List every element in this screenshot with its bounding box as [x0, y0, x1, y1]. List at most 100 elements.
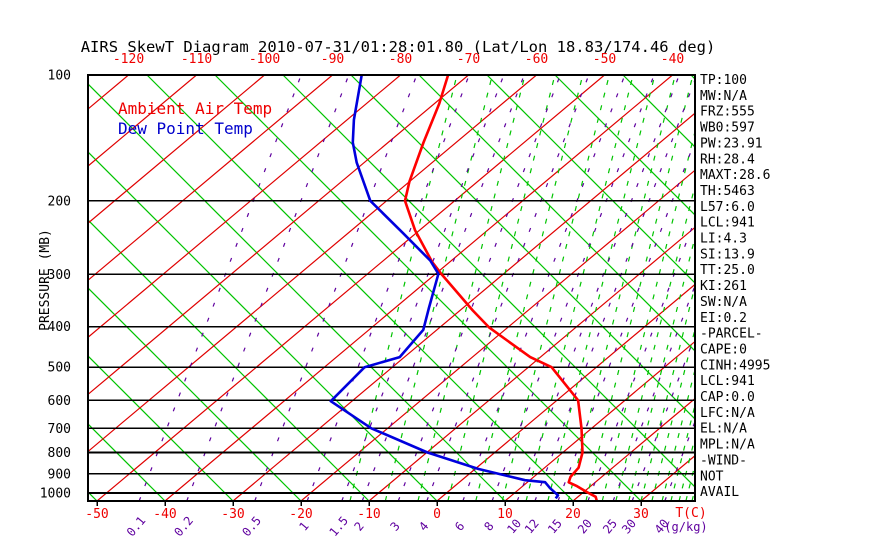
stats-panel: TP:100MW:N/AFRZ:555WB0:597PW:23.91RH:28.…	[700, 73, 770, 500]
dry-adiabat-line	[88, 423, 166, 501]
moist-adiabat-line	[349, 75, 458, 501]
legend-dew-point-temp: Dew Point Temp	[118, 119, 253, 138]
isotherm-line	[436, 283, 695, 501]
stat-line: L57:6.0	[700, 200, 755, 215]
mixing-ratio-line	[397, 75, 561, 501]
moist-adiabat-line	[384, 75, 493, 501]
mixing-ratio-line	[491, 75, 655, 501]
stat-line: AVAIL	[700, 485, 739, 500]
top-temp-tick-label: -110	[181, 52, 212, 67]
pressure-tick-label: 300	[48, 268, 71, 283]
top-temp-tick-label: -40	[661, 52, 684, 67]
stat-line: TT:25.0	[700, 263, 755, 278]
dry-adiabat-line	[88, 355, 234, 501]
isotherm-line	[88, 75, 401, 339]
pressure-tick-label: 600	[48, 394, 71, 409]
stat-line: MW:N/A	[700, 89, 747, 104]
stat-line: CINH:4995	[700, 358, 770, 373]
stat-line: FRZ:555	[700, 105, 755, 120]
stat-line: EL:N/A	[700, 422, 747, 437]
stat-line: LCL:941	[700, 374, 755, 389]
mixing-ratio-label: 6	[452, 519, 467, 534]
top-temp-tick-label: -70	[457, 52, 480, 67]
dry-adiabat-line	[146, 75, 574, 501]
mixing-ratio-line	[534, 78, 695, 501]
mixing-ratio-label: 25	[600, 516, 620, 536]
moist-adiabat-line	[447, 75, 556, 501]
pressure-tick-label: 800	[48, 446, 71, 461]
mixing-ratio-line	[306, 75, 470, 501]
top-temp-tick-label: -120	[113, 52, 144, 67]
isotherm-line	[572, 397, 695, 501]
top-temp-tick-label: -50	[593, 52, 616, 67]
stat-line: NOT	[700, 469, 724, 484]
moist-adiabat-line	[475, 75, 584, 501]
stat-line: RH:28.4	[700, 152, 755, 167]
top-temp-tick-label: -90	[321, 52, 344, 67]
pressure-tick-label: 200	[48, 194, 71, 209]
stat-line: MPL:N/A	[700, 438, 755, 453]
stat-line: CAP:0.0	[700, 390, 755, 405]
isotherm-line	[504, 340, 695, 501]
pressure-tick-label: 400	[48, 320, 71, 335]
isotherm-line	[164, 75, 673, 501]
mixing-ratio-unit: (g/kg)	[664, 520, 707, 534]
moist-adiabat-line	[567, 75, 676, 501]
stat-line: SI:13.9	[700, 247, 755, 262]
dry-adiabat-line	[88, 287, 302, 501]
mixing-ratio-line	[254, 75, 418, 501]
top-temp-tick-label: -60	[525, 52, 548, 67]
moist-adiabat-line	[417, 75, 526, 501]
dry-adiabat-line	[88, 219, 370, 501]
isotherm-line	[232, 112, 695, 501]
mixing-ratio-line	[341, 75, 505, 501]
mixing-ratio-label: 3	[387, 519, 402, 534]
stat-line: -WIND-	[700, 453, 747, 468]
plot-border	[87, 74, 696, 502]
temp-tick-label: -30	[221, 507, 244, 522]
temp-axis-unit: T(C)	[675, 506, 706, 521]
dry-adiabat-line	[88, 83, 506, 501]
temp-tick-label: -50	[85, 507, 108, 522]
temp-tick-label: 20	[565, 507, 581, 522]
moist-adiabat-line	[585, 75, 694, 501]
top-temp-tick-label: -100	[249, 52, 280, 67]
dry-adiabat-line	[418, 75, 695, 352]
mixing-ratio-label: 12	[522, 516, 542, 536]
isotherm-line	[88, 75, 265, 224]
moist-adiabat-line	[601, 129, 695, 501]
isotherm-line	[88, 75, 537, 453]
pressure-tick-label: 500	[48, 361, 71, 376]
moist-adiabat-line	[501, 75, 610, 501]
mixing-ratio-label: 4	[416, 519, 431, 534]
mixing-ratio-line	[186, 75, 350, 501]
temp-tick-label: -40	[153, 507, 176, 522]
sounding-profiles	[329, 75, 599, 501]
grid-lines	[88, 75, 695, 501]
stat-line: KI:261	[700, 279, 747, 294]
stat-line: SW:N/A	[700, 295, 747, 310]
dry-adiabat-line	[214, 75, 642, 501]
temp-tick-label: 0	[433, 507, 441, 522]
ambient-temp-profile	[403, 75, 599, 501]
mixing-ratio-label: 0.1	[124, 514, 149, 540]
pressure-tick-label: 100	[48, 69, 71, 84]
temp-tick-label: -20	[289, 507, 312, 522]
mixing-ratio-line	[426, 75, 590, 501]
stat-line: -PARCEL-	[700, 327, 763, 342]
temp-tick-label: -10	[357, 507, 380, 522]
stat-line: WB0:597	[700, 121, 755, 136]
stat-line: LCL:941	[700, 216, 755, 231]
mixing-ratio-line	[361, 75, 525, 501]
dry-adiabat-line	[554, 75, 695, 216]
mixing-ratio-line	[138, 75, 302, 501]
isotherm-line	[368, 226, 695, 501]
stat-line: CAPE:0	[700, 342, 747, 357]
mixing-ratio-label: 8	[481, 519, 496, 534]
stat-line: EI:0.2	[700, 311, 747, 326]
pressure-axis-title: PRESSURE (MB)	[38, 229, 53, 331]
mixing-ratio-line	[462, 75, 626, 501]
moist-adiabat-line	[547, 75, 656, 501]
isotherm-line	[88, 75, 197, 167]
